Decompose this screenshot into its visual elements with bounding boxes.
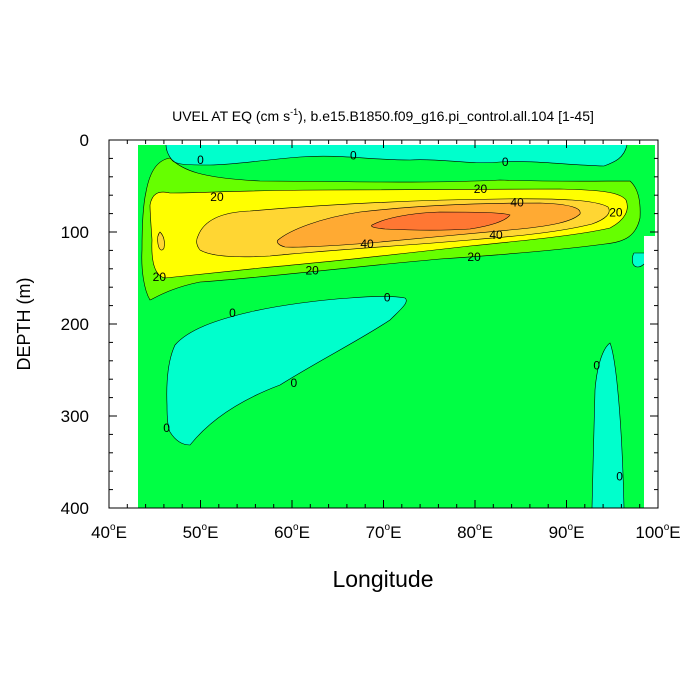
- y-tick-label: 300: [61, 407, 89, 426]
- contour-line-30: [149, 188, 628, 279]
- y-tick-label: 100: [61, 223, 89, 242]
- y-tick-label: 200: [61, 315, 89, 334]
- contour-label: 40: [489, 228, 503, 242]
- title-exponent: -1: [290, 107, 298, 117]
- contour-label: 0: [229, 306, 236, 320]
- x-tick-label: 90oE: [549, 522, 585, 542]
- contour-label: 0: [593, 358, 600, 372]
- fill-negative-east-deep: [592, 343, 624, 508]
- fill-60-70: [371, 212, 510, 231]
- fill-negative-surface: [166, 145, 627, 166]
- fill-west-core: [157, 232, 165, 251]
- contour-label: 0: [290, 376, 297, 390]
- contour-label: 20: [210, 190, 224, 204]
- contour-line-0-east-patch: [632, 252, 645, 268]
- contour-label: 0: [163, 421, 170, 435]
- x-tick-label: 100oE: [635, 522, 680, 542]
- contour-label: 40: [510, 196, 524, 210]
- contour-label: 0: [384, 290, 391, 304]
- contour-label: 0: [616, 470, 623, 484]
- y-tick-label: 0: [80, 131, 89, 150]
- contour-line-0-east-deep: [591, 342, 625, 508]
- x-tick-label: 80oE: [457, 522, 493, 542]
- contour-label: 20: [474, 182, 488, 196]
- fill-negative-subsurface: [166, 296, 407, 445]
- contour-label: 40: [360, 237, 374, 251]
- contour-label: 0: [350, 149, 357, 163]
- contour-label: 20: [153, 270, 167, 284]
- contour-label: 20: [305, 264, 319, 278]
- contour-label: 0: [197, 153, 204, 167]
- contour-label: 20: [609, 206, 623, 220]
- contour-line-60: [371, 211, 511, 231]
- contour-line-0-subsurface: [166, 296, 407, 446]
- x-axis-title: Longitude: [332, 566, 433, 592]
- contour-line-west-core: [157, 231, 165, 251]
- chart-title: UVEL AT EQ (cm s-1), b.e15.B1850.f09_g16…: [172, 107, 594, 124]
- contour-line-20-outer: [141, 157, 641, 301]
- fill-negative-east-patch: [632, 253, 644, 267]
- x-tick-label: 50oE: [183, 522, 219, 542]
- contour-label: 0: [502, 155, 509, 169]
- x-tick-label: 40oE: [91, 522, 127, 542]
- x-axis: 40oE 50oE 60oE 70oE 80oE 90oE 100oE: [91, 140, 681, 542]
- x-tick-label: 70oE: [366, 522, 402, 542]
- contour-labels: 0 0 0 20 20 40 20 40 40 20 20 20 0 0 0 0 0 0: [153, 149, 624, 484]
- contour-label: 20: [467, 250, 481, 264]
- y-tick-label: 400: [61, 499, 89, 518]
- contour-line-0-surface: [165, 144, 628, 167]
- contour-lines: [141, 144, 645, 508]
- x-tick-label: 60oE: [274, 522, 310, 542]
- contour-line-40: [196, 198, 610, 258]
- contour-line-50: [276, 202, 581, 248]
- y-axis-title: DEPTH (m): [14, 278, 34, 371]
